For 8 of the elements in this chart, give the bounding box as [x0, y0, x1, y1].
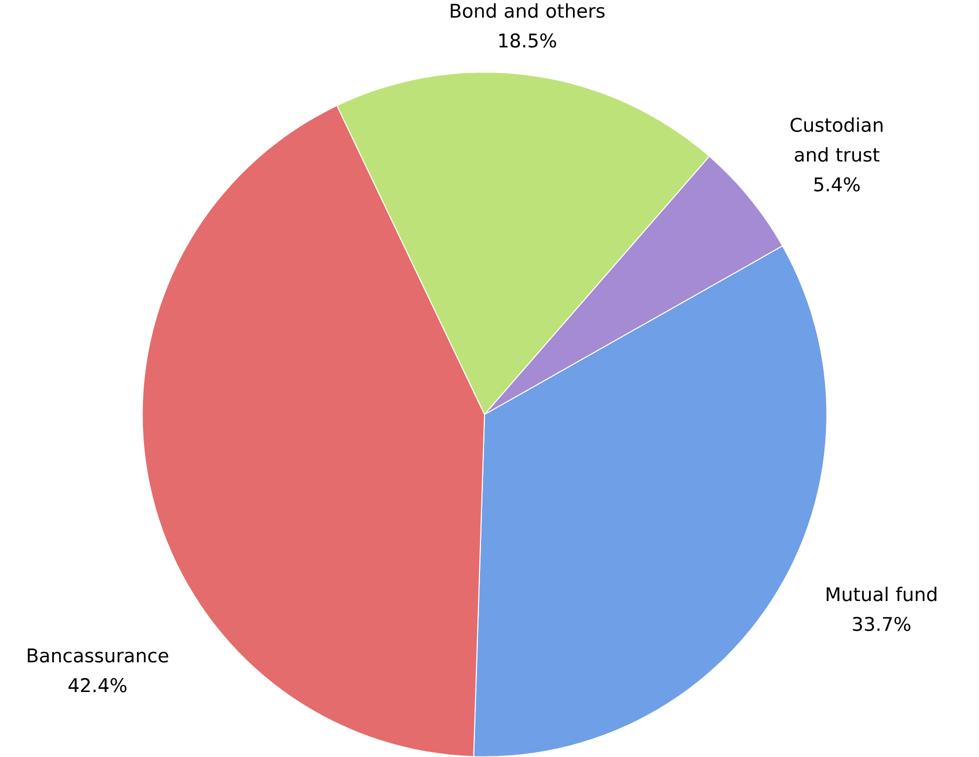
slice-label: Bancassurance: [28, 648, 168, 662]
slice-label: Mutual fund: [826, 586, 936, 602]
slice-label: Custodian and trust: [790, 117, 882, 162]
data-label: 18.5%: [499, 33, 556, 48]
data-label: 33.7%: [852, 616, 910, 631]
data-label: 42.4%: [68, 678, 126, 692]
data-label: 5.4%: [814, 177, 860, 192]
slice-label: Bond and others: [450, 3, 605, 18]
